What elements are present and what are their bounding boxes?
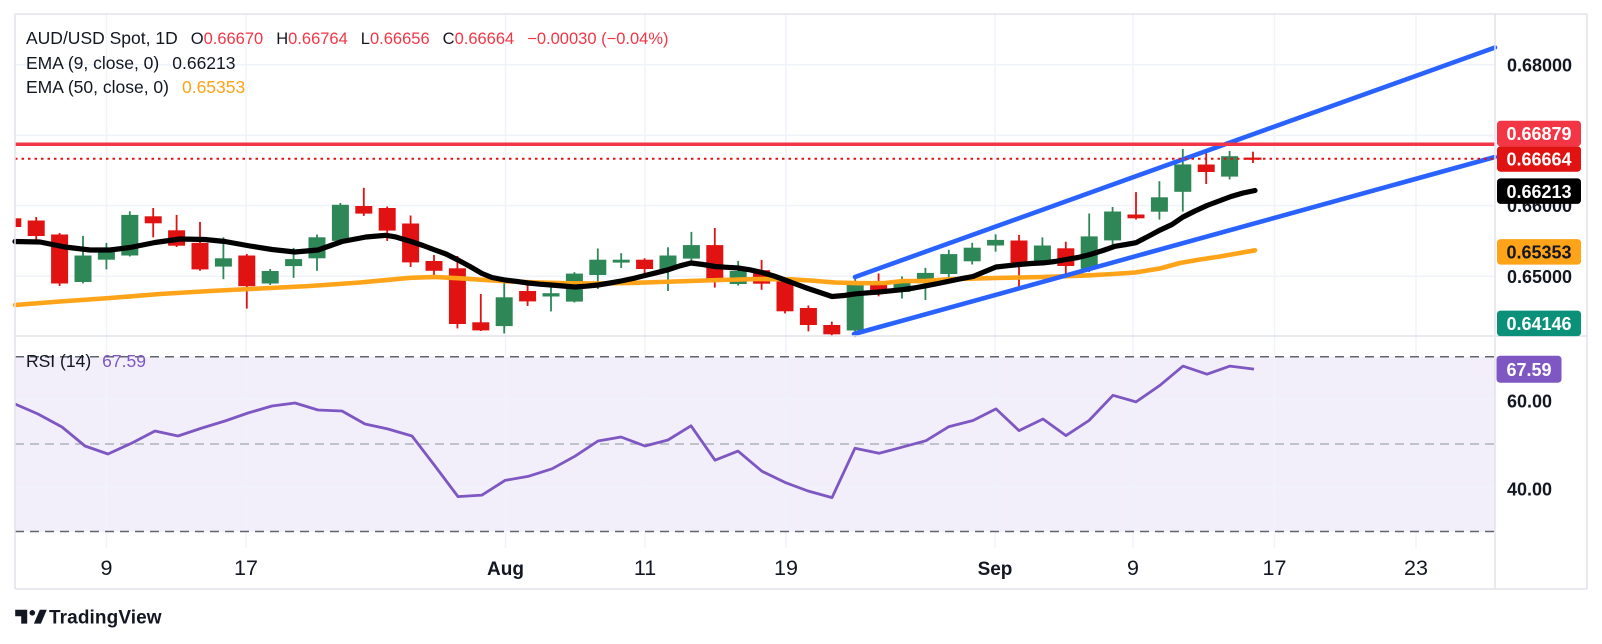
svg-text:40.00: 40.00	[1507, 479, 1552, 499]
svg-text:0.66664: 0.66664	[1506, 150, 1571, 170]
svg-text:11: 11	[634, 556, 656, 580]
svg-text:TradingView: TradingView	[49, 608, 162, 629]
svg-text:RSI (14)67.59: RSI (14) 67.59	[26, 351, 146, 371]
svg-text:19: 19	[774, 556, 798, 580]
svg-text:0.65000: 0.65000	[1507, 267, 1572, 287]
svg-text:60.00: 60.00	[1507, 392, 1552, 412]
svg-text:23: 23	[1404, 556, 1428, 580]
svg-text:0.65353: 0.65353	[1506, 242, 1571, 262]
svg-text:9: 9	[101, 556, 113, 580]
svg-text:9: 9	[1127, 556, 1139, 580]
svg-text:67.59: 67.59	[1506, 360, 1551, 380]
svg-text:EMA (50, close, 0)0.65353: EMA (50, close, 0) 0.65353	[26, 77, 245, 97]
svg-text:17: 17	[234, 556, 258, 580]
svg-text:0.66879: 0.66879	[1506, 124, 1571, 144]
svg-text:0.66213: 0.66213	[1506, 182, 1571, 202]
svg-text:Sep: Sep	[978, 559, 1013, 580]
svg-text:0.68000: 0.68000	[1507, 55, 1572, 75]
svg-text:EMA (9, close, 0)0.66213: EMA (9, close, 0) 0.66213	[26, 53, 236, 73]
svg-text:Aug: Aug	[487, 559, 524, 580]
svg-text:0.64146: 0.64146	[1506, 314, 1571, 334]
svg-text:17: 17	[1263, 556, 1287, 580]
